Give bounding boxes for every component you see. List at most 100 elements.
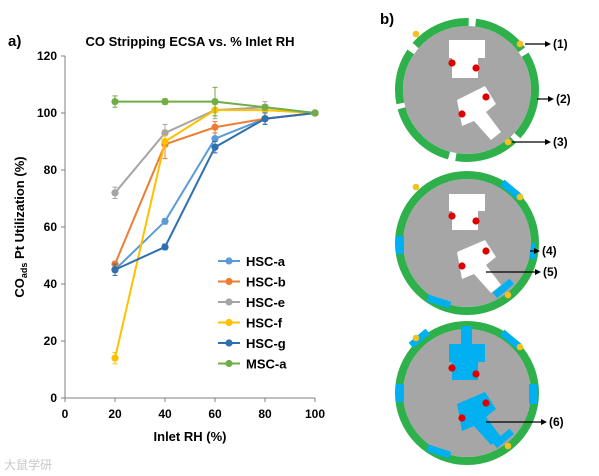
legend-swatch-marker bbox=[225, 339, 233, 347]
callout-arrows bbox=[486, 41, 554, 425]
data-point bbox=[261, 103, 269, 111]
data-point bbox=[311, 109, 319, 117]
disc-3-upper-window-flooded bbox=[449, 326, 485, 380]
yellow-marker bbox=[412, 183, 420, 191]
wet-patch bbox=[396, 384, 404, 402]
callout-6-arrowhead bbox=[541, 419, 547, 425]
panel-a-label: a) bbox=[8, 33, 21, 50]
y-tick-label: 80 bbox=[44, 163, 58, 177]
series-msc-a bbox=[111, 86, 319, 117]
callout-labels: (1) (2) (3) (4) (5) (6) bbox=[542, 37, 571, 429]
callout-5-arrowhead bbox=[535, 269, 541, 275]
data-point bbox=[211, 143, 219, 151]
wet-patch bbox=[396, 236, 404, 254]
callout-label-3: (3) bbox=[553, 135, 568, 149]
wet-patch bbox=[426, 444, 452, 459]
red-dot bbox=[448, 364, 456, 372]
callout-label-2: (2) bbox=[556, 92, 571, 106]
x-tick-label: 0 bbox=[62, 407, 69, 421]
yellow-marker bbox=[412, 334, 420, 342]
legend-label: HSC-a bbox=[246, 254, 286, 269]
chart-title: CO Stripping ECSA vs. % Inlet RH bbox=[86, 34, 295, 49]
yellow-marker bbox=[504, 291, 512, 299]
legend-swatch-marker bbox=[225, 298, 233, 306]
y-axis-label-rest: Pt Utilization (%) bbox=[12, 156, 27, 262]
legend-label: HSC-f bbox=[246, 316, 283, 331]
red-dot bbox=[448, 59, 456, 67]
legend-swatch-marker bbox=[225, 318, 233, 327]
yellow-marker bbox=[516, 40, 524, 48]
chart-axes: 0 20 40 60 80 100 120 0 20 40 60 80 100 bbox=[37, 49, 325, 421]
disc-1-lower-window bbox=[457, 86, 501, 140]
callout-label-5: (5) bbox=[543, 265, 558, 279]
chart-legend: HSC-a HSC-b HSC-e HSC-f HSC-g MSC-a bbox=[218, 254, 287, 372]
yellow-marker bbox=[504, 138, 512, 146]
wet-patch bbox=[408, 328, 430, 349]
data-point bbox=[111, 354, 119, 362]
wet-patch bbox=[492, 428, 514, 449]
y-tick-label: 0 bbox=[50, 391, 57, 405]
x-tick-label: 20 bbox=[108, 407, 122, 421]
legend-label: HSC-g bbox=[246, 336, 286, 351]
wet-patch bbox=[426, 294, 452, 309]
data-point bbox=[211, 135, 219, 143]
wet-patch bbox=[529, 384, 537, 404]
red-dot bbox=[482, 399, 490, 407]
x-tick-label: 100 bbox=[305, 407, 325, 421]
data-point bbox=[161, 129, 169, 137]
electrode-disc-2 bbox=[395, 171, 539, 315]
data-point bbox=[161, 217, 169, 225]
chart-series-layer bbox=[111, 86, 319, 365]
wet-patch bbox=[500, 179, 522, 200]
disc-1-ring bbox=[395, 18, 539, 162]
red-dot bbox=[458, 110, 466, 118]
legend-label: MSC-a bbox=[246, 357, 287, 372]
red-dot bbox=[472, 217, 480, 225]
red-dot bbox=[472, 370, 480, 378]
disc-3-body bbox=[403, 329, 531, 457]
x-tick-label: 60 bbox=[208, 407, 222, 421]
data-point bbox=[111, 266, 119, 274]
red-dot bbox=[458, 262, 466, 270]
watermark: 大鼠学研 bbox=[4, 458, 53, 472]
data-point bbox=[211, 123, 219, 131]
red-dot bbox=[448, 212, 456, 220]
yellow-marker bbox=[516, 193, 524, 201]
yellow-marker bbox=[516, 343, 524, 351]
data-point bbox=[211, 98, 219, 106]
wet-patch bbox=[500, 329, 522, 350]
callout-label-4: (4) bbox=[542, 244, 557, 258]
co-stripping-chart: a) CO Stripping ECSA vs. % Inlet RH 0 20 4… bbox=[8, 33, 325, 444]
callout-label-6: (6) bbox=[549, 415, 564, 429]
panel-b-label: b) bbox=[380, 11, 394, 28]
data-point bbox=[161, 137, 169, 146]
yellow-marker bbox=[412, 30, 420, 38]
y-tick-label: 100 bbox=[37, 106, 57, 120]
electrode-disc-1 bbox=[395, 18, 539, 162]
callout-1-arrowhead bbox=[545, 41, 551, 47]
x-axis-label: Inlet RH (%) bbox=[154, 429, 227, 444]
legend-label: HSC-b bbox=[246, 275, 286, 290]
y-tick-label: 120 bbox=[37, 49, 57, 63]
data-point bbox=[111, 189, 119, 197]
data-point bbox=[161, 243, 169, 251]
data-point bbox=[161, 98, 169, 106]
electrode-disc-3 bbox=[395, 321, 539, 465]
callout-3-arrowhead bbox=[545, 139, 551, 145]
red-dot bbox=[482, 247, 490, 255]
callout-label-1: (1) bbox=[553, 37, 568, 51]
red-dot bbox=[482, 93, 490, 101]
data-point bbox=[111, 98, 119, 106]
callout-4-arrowhead bbox=[534, 248, 540, 254]
disc-3-lower-window-flooded bbox=[457, 392, 501, 445]
yellow-marker bbox=[504, 442, 512, 450]
x-tick-label: 40 bbox=[158, 407, 172, 421]
disc-2-lower-window bbox=[457, 240, 501, 293]
x-tick-label: 80 bbox=[258, 407, 272, 421]
disc-1-body bbox=[403, 26, 531, 154]
legend-swatch-marker bbox=[225, 277, 233, 286]
y-tick-label: 20 bbox=[44, 334, 58, 348]
y-axis-label: COads Pt Utilization (%) bbox=[12, 156, 29, 297]
callout-2-arrowhead bbox=[548, 96, 554, 102]
